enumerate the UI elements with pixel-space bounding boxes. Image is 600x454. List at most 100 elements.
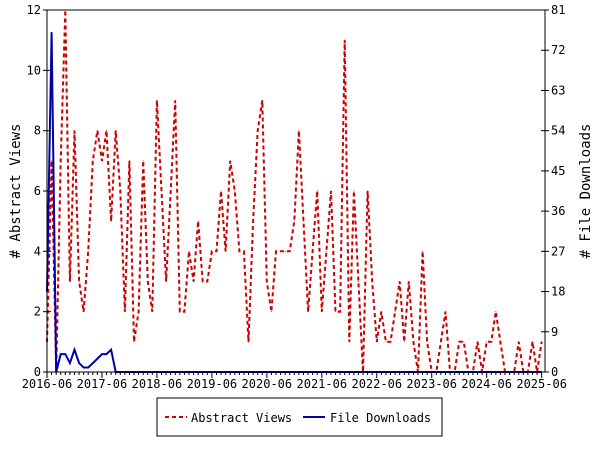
data-point	[64, 353, 66, 355]
y-right-tick-label: 18	[551, 285, 565, 299]
data-point	[110, 349, 112, 351]
data-point	[444, 311, 446, 313]
data-point	[275, 250, 277, 252]
y-tick-label: 4	[34, 244, 41, 258]
data-point	[92, 160, 94, 162]
data-point	[422, 250, 424, 252]
data-point	[179, 311, 181, 313]
y-tick-label: 8	[34, 124, 41, 138]
data-point	[138, 311, 140, 313]
data-point	[83, 311, 85, 313]
data-point	[106, 353, 108, 355]
data-point	[197, 220, 199, 222]
data-point	[211, 250, 213, 252]
data-point	[270, 311, 272, 313]
data-point	[156, 100, 158, 101]
y-tick-label: 10	[27, 63, 41, 77]
data-point	[96, 358, 98, 360]
data-point	[83, 367, 85, 369]
data-point	[408, 281, 410, 282]
data-point	[477, 341, 479, 343]
data-point	[289, 250, 291, 252]
data-point	[353, 190, 355, 192]
x-tick-label: 2025-06	[516, 377, 567, 391]
data-point	[458, 341, 460, 343]
data-point	[183, 311, 185, 313]
data-point	[371, 281, 373, 282]
data-point	[463, 341, 465, 343]
data-point	[69, 281, 71, 282]
y-right-tick-label: 27	[551, 244, 565, 258]
data-point	[490, 341, 492, 343]
x-tick-label: 2023-06	[406, 377, 457, 391]
data-point	[238, 250, 240, 252]
y-right-tick-label: 45	[551, 164, 565, 178]
data-point	[339, 311, 341, 313]
data-point	[541, 341, 543, 343]
data-point	[147, 281, 149, 282]
y-right-tick-label: 54	[551, 124, 565, 138]
data-point	[69, 362, 71, 364]
y-axis-right-label: # File Downloads	[578, 124, 594, 259]
data-point	[60, 160, 62, 162]
data-point	[220, 190, 222, 192]
data-point	[51, 31, 53, 33]
series-line-abstract-views	[46, 9, 543, 373]
x-tick-label: 2022-06	[351, 377, 402, 391]
data-point	[344, 39, 346, 41]
data-point	[302, 220, 304, 222]
data-point	[261, 100, 263, 101]
data-point	[367, 190, 369, 192]
data-point	[78, 281, 80, 282]
data-point	[284, 250, 286, 252]
data-point	[174, 100, 176, 101]
data-point	[307, 311, 309, 313]
data-point	[531, 341, 533, 343]
data-point	[495, 311, 497, 313]
data-point	[60, 353, 62, 355]
y-tick-label: 2	[34, 305, 41, 319]
y-tick-label: 6	[34, 184, 41, 198]
data-point	[486, 341, 488, 343]
data-point	[440, 341, 442, 343]
y-tick-label: 0	[34, 365, 41, 379]
data-point	[499, 341, 501, 343]
y-tick-label: 12	[27, 3, 41, 17]
y-right-tick-label: 81	[551, 3, 565, 17]
data-point	[518, 341, 520, 343]
y-right-tick-label: 63	[551, 83, 565, 97]
x-tick-label: 2019-06	[187, 377, 238, 391]
y-right-tick-label: 9	[551, 325, 558, 339]
data-point	[280, 250, 282, 252]
data-point	[376, 341, 378, 343]
data-point	[78, 362, 80, 364]
data-point	[399, 281, 401, 282]
data-point	[243, 250, 245, 252]
data-point	[101, 353, 103, 355]
x-tick-label: 2016-06	[22, 377, 73, 391]
data-point	[390, 341, 391, 343]
data-point	[325, 250, 327, 252]
data-point	[225, 250, 227, 252]
data-point	[142, 160, 144, 162]
data-point	[202, 281, 204, 282]
data-point	[128, 160, 130, 162]
data-point	[316, 190, 318, 192]
data-point	[348, 341, 350, 343]
data-point	[51, 160, 53, 162]
data-point	[321, 311, 323, 313]
data-point	[106, 130, 108, 132]
y-right-tick-label: 0	[551, 365, 558, 379]
data-point	[426, 341, 428, 343]
data-point	[165, 281, 167, 282]
data-point	[133, 341, 135, 343]
y-axis-label: # Abstract Views	[8, 124, 24, 259]
data-point	[96, 130, 98, 132]
data-point	[266, 281, 268, 282]
legend: Abstract Views File Downloads	[156, 397, 443, 437]
data-point	[403, 341, 405, 343]
data-point	[101, 160, 103, 162]
data-point	[151, 311, 153, 313]
data-point	[124, 311, 126, 313]
data-point	[385, 341, 387, 343]
